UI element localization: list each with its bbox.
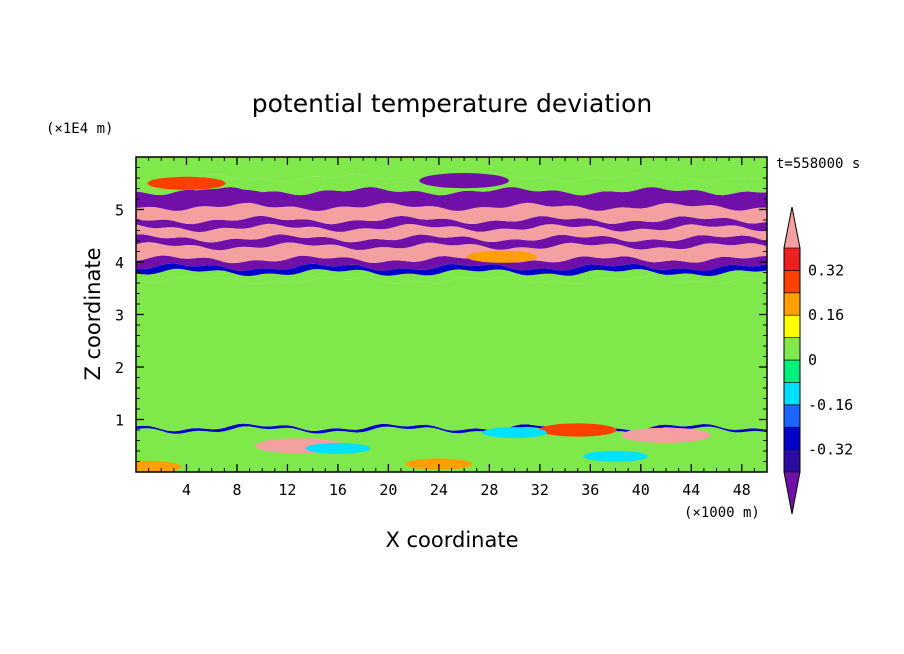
y-tick-label: 3 [115, 307, 124, 325]
y-unit-label: (×1E4 m) [46, 121, 113, 137]
colorbar [784, 207, 800, 514]
colorbar-tick-label: 0 [808, 351, 817, 369]
colorbar-segment [784, 359, 800, 383]
x-tick-label: 40 [632, 481, 650, 499]
contour-band [136, 242, 767, 264]
x-axis: 4 8 12 16 20 24 28 32 36 40 44 48 [148, 157, 755, 499]
x-tick-label: 12 [278, 481, 296, 499]
y-axis: 1 2 3 4 5 [115, 167, 767, 462]
colorbar-segment [784, 270, 800, 294]
contour-band [136, 157, 767, 183]
colorbar-labels: 0.32 0.16 0 -0.16 -0.32 [808, 261, 853, 458]
contour-patch [179, 188, 270, 204]
contour-band [136, 202, 767, 225]
contour-band [136, 276, 767, 432]
colorbar-tick-label: 0.16 [808, 306, 844, 324]
contour-patch [419, 173, 509, 189]
x-tick-label: 20 [379, 481, 397, 499]
contour-patch [621, 427, 711, 443]
colorbar-segment [784, 292, 800, 316]
x-tick-label: 4 [182, 481, 191, 499]
contour-band [136, 234, 767, 251]
y-tick-label: 1 [115, 412, 124, 430]
contour-patch [583, 450, 648, 462]
colorbar-segment [784, 404, 800, 428]
contour-patch [538, 423, 617, 437]
x-tick-label: 36 [581, 481, 599, 499]
x-unit-label: (×1000 m) [684, 505, 760, 521]
x-tick-label: 16 [329, 481, 347, 499]
contour-patch [305, 442, 371, 454]
contour-band [136, 187, 767, 211]
y-axis-label: Z coordinate [81, 247, 105, 380]
x-tick-label: 24 [430, 481, 448, 499]
time-label: t=558000 s [776, 156, 860, 172]
contour-patch [136, 460, 182, 472]
x-tick-label: 44 [682, 481, 700, 499]
colorbar-segment [784, 449, 800, 473]
colorbar-segment [784, 247, 800, 271]
plot-area [136, 157, 767, 472]
contour-band [136, 263, 767, 277]
contour-band [136, 215, 767, 233]
chart-title: potential temperature deviation [252, 89, 652, 118]
y-tick-label: 4 [115, 254, 124, 272]
contour-band [136, 255, 767, 271]
x-tick-label: 8 [232, 481, 241, 499]
y-tick-label: 5 [115, 202, 124, 220]
contour-patch [147, 176, 226, 190]
colorbar-segment [784, 337, 800, 361]
y-tick-label: 2 [115, 359, 124, 377]
colorbar-segment [784, 426, 800, 450]
x-axis-label: X coordinate [385, 528, 518, 552]
contour-band [136, 268, 767, 285]
colorbar-outline [783, 206, 801, 515]
x-tick-label: 28 [480, 481, 498, 499]
colorbar-tick-label: -0.16 [808, 396, 853, 414]
colorbar-segment [784, 382, 800, 406]
x-tick-label: 48 [733, 481, 751, 499]
contour-patch [466, 250, 538, 263]
colorbar-segment [784, 314, 800, 338]
colorbar-tick-label: 0.32 [808, 261, 844, 279]
contour-band [136, 223, 767, 243]
contour-patch [482, 427, 547, 439]
x-tick-label: 32 [531, 481, 549, 499]
colorbar-tick-label: -0.32 [808, 441, 853, 459]
